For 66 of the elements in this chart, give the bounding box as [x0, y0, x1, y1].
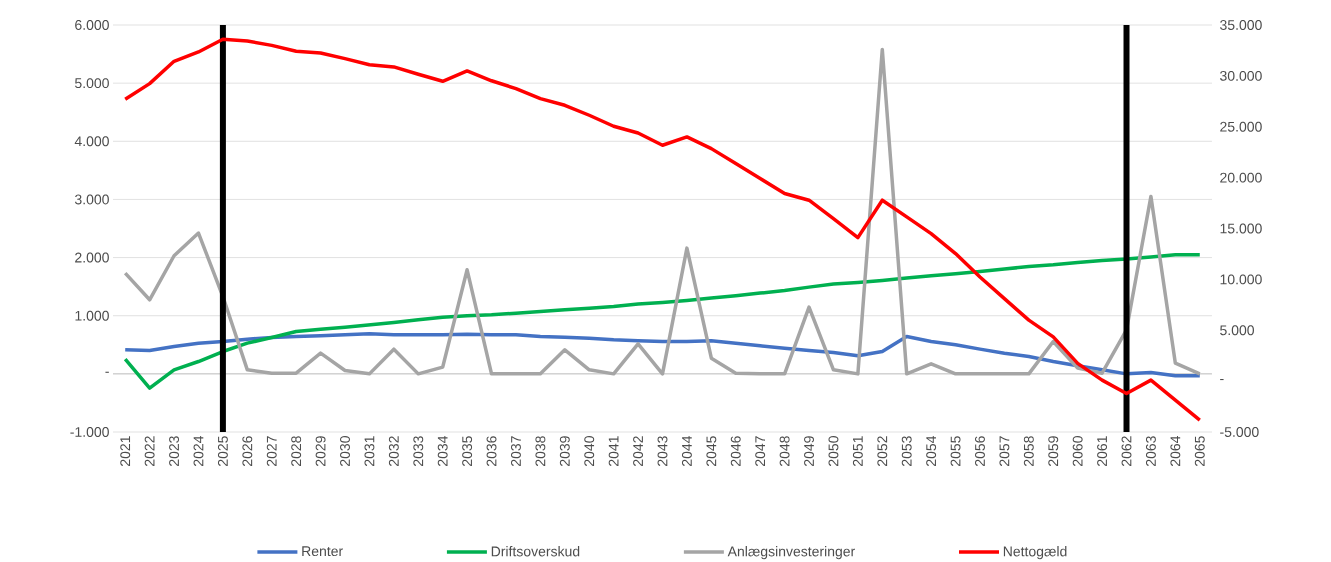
y2-tick-label: -	[1220, 379, 1224, 381]
x-tick-label: 2055	[950, 436, 961, 467]
x-tick-label: 2036	[486, 436, 497, 467]
y2-tick-label: 30.000	[1220, 71, 1262, 81]
y2-tick-label: 10.000	[1220, 274, 1262, 285]
x-tick-label: 2050	[828, 436, 839, 467]
x-tick-label: 2034	[437, 436, 448, 467]
y2-tick-label: -5.000	[1220, 427, 1259, 438]
x-tick-label: 2045	[706, 436, 717, 467]
x-tick-label: 2057	[999, 436, 1010, 467]
x-tick-label: 2048	[779, 436, 790, 467]
x-tick-label: 2053	[901, 436, 912, 467]
x-tick-label: 2058	[1023, 436, 1034, 467]
y2-tick-label: 35.000	[1220, 20, 1262, 31]
x-tick-label: 2035	[462, 436, 473, 467]
x-tick-label: 2038	[535, 436, 546, 467]
legend-label: Renter	[302, 546, 343, 557]
x-tick-label: 2023	[169, 436, 180, 467]
x-tick-label: 2059	[1048, 436, 1059, 467]
y-tick-label: 6.000	[75, 20, 109, 31]
x-tick-label: 2044	[681, 436, 692, 467]
x-tick-label: 2054	[926, 436, 937, 467]
x-tick-label: 2041	[608, 436, 619, 467]
x-tick-label: 2052	[877, 436, 888, 467]
x-tick-label: 2042	[633, 436, 644, 467]
x-tick-label: 2047	[755, 436, 766, 467]
y-tick-label: -	[105, 371, 109, 373]
x-tick-label: 2043	[657, 436, 668, 467]
x-tick-label: 2037	[511, 436, 521, 467]
y2-tick-label: 20.000	[1220, 172, 1262, 183]
y2-tick-label: 5.000	[1220, 325, 1255, 336]
y-tick-label: 1.000	[75, 310, 109, 321]
legend-label: Anlægsinvesteringer	[727, 546, 855, 560]
x-tick-label: 2062	[1121, 436, 1132, 467]
legend-label: Nettogæld	[1003, 546, 1067, 560]
x-tick-label: 2056	[975, 436, 985, 467]
x-tick-label: 2051	[852, 436, 863, 467]
legend-label: Driftsoverskud	[491, 546, 580, 557]
x-tick-label: 2028	[291, 436, 302, 467]
x-tick-label: 2021	[120, 436, 131, 467]
x-tick-label: 2025	[217, 436, 228, 467]
y-tick-label: -1.000	[70, 427, 109, 438]
x-tick-label: 2046	[730, 436, 741, 467]
y-tick-label: 2.000	[75, 252, 109, 263]
x-tick-label: 2033	[413, 436, 424, 467]
x-tick-label: 2029	[315, 436, 326, 467]
x-tick-label: 2063	[1145, 436, 1156, 467]
x-tick-label: 2022	[144, 436, 155, 467]
x-tick-label: 2060	[1072, 436, 1083, 467]
y-tick-label: 3.000	[74, 194, 109, 205]
y2-tick-label: 15.000	[1220, 223, 1262, 234]
x-tick-label: 2061	[1097, 436, 1108, 467]
x-tick-label: 2040	[584, 436, 595, 467]
y-tick-label: 4.000	[74, 136, 109, 147]
x-tick-label: 2031	[364, 436, 375, 467]
x-tick-label: 2039	[559, 436, 570, 467]
x-tick-label: 2024	[193, 436, 204, 467]
x-tick-label: 2026	[242, 436, 253, 467]
x-tick-label: 2065	[1194, 436, 1205, 467]
y2-tick-label: 25.000	[1220, 121, 1262, 132]
x-tick-label: 2027	[266, 436, 277, 467]
x-tick-label: 2030	[340, 436, 350, 467]
x-tick-label: 2049	[804, 436, 814, 467]
x-tick-label: 2032	[388, 436, 399, 467]
y-tick-label: 5.000	[75, 78, 109, 89]
x-tick-label: 2064	[1170, 436, 1181, 467]
